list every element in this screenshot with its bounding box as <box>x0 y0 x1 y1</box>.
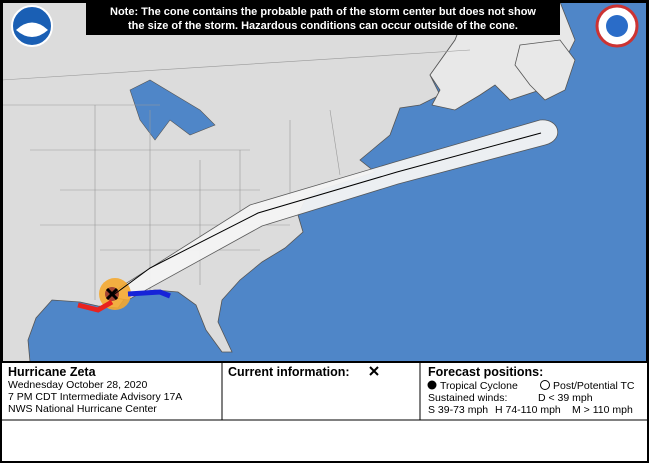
post-label: Post/Potential TC <box>553 380 635 392</box>
forecast-cone <box>107 119 558 301</box>
wind-class: S 39-73 mph <box>428 404 488 416</box>
wind-class: H 74-110 mph <box>495 404 561 416</box>
noaa-logo-bird <box>16 22 48 37</box>
winds-title: Sustained winds: <box>428 392 507 404</box>
post-icon <box>540 380 550 390</box>
current-info-icon <box>369 366 379 376</box>
track-line <box>111 132 542 297</box>
tropical-label: Tropical Cyclone <box>440 380 518 392</box>
note-line: the size of the storm. Hazardous conditi… <box>128 20 518 32</box>
tropical-icon <box>427 380 437 390</box>
newfoundland <box>514 39 576 101</box>
nws-logo-inner <box>606 15 628 37</box>
note-box <box>86 2 560 35</box>
current-info-title: Current information: <box>228 365 350 379</box>
note-line: Note: The cone contains the probable pat… <box>110 6 536 18</box>
wind-class: M > 110 mph <box>572 404 633 416</box>
land <box>1 1 471 363</box>
agency: NWS National Hurricane Center <box>8 403 157 415</box>
map: Note: The cone contains the probable pat… <box>1 1 648 363</box>
storm-date: Wednesday October 28, 2020 <box>8 379 147 391</box>
storm-name: Hurricane Zeta <box>8 365 97 379</box>
forecast-title: Forecast positions: <box>428 365 543 379</box>
advisory: 7 PM CDT Intermediate Advisory 17A <box>8 391 182 403</box>
tropical-storm-warning <box>127 289 171 299</box>
great-lakes <box>129 79 216 141</box>
wind-class: D < 39 mph <box>538 392 593 404</box>
hurricane-warning <box>77 299 114 313</box>
current-position <box>105 287 119 301</box>
